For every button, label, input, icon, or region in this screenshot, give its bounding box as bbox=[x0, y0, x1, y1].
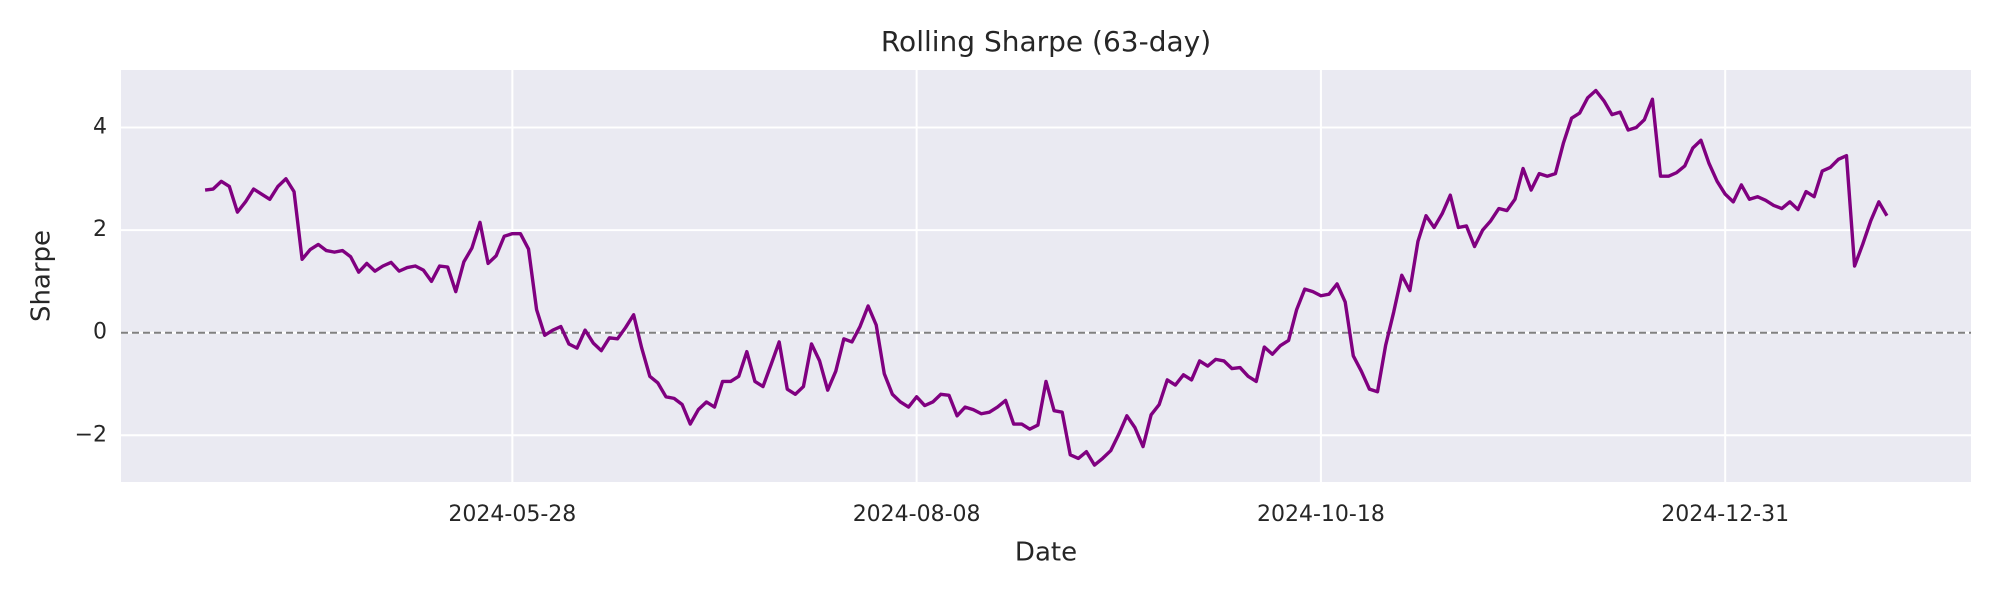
y-tick-label: 0 bbox=[93, 320, 107, 345]
x-tick-label: 2024-08-08 bbox=[853, 502, 981, 527]
x-tick-label: 2024-10-18 bbox=[1257, 502, 1385, 527]
x-axis-label: Date bbox=[1015, 538, 1077, 568]
chart-title: Rolling Sharpe (63-day) bbox=[881, 25, 1211, 58]
x-tick-label: 2024-12-31 bbox=[1661, 502, 1789, 527]
y-axis-label: Sharpe bbox=[27, 230, 57, 322]
data-line bbox=[204, 88, 1889, 467]
plot-background bbox=[121, 70, 1971, 482]
y-tick-label: −2 bbox=[75, 422, 107, 447]
y-tick-label: 4 bbox=[93, 114, 107, 139]
x-tick-label: 2024-05-28 bbox=[448, 502, 576, 527]
y-tick-label: 2 bbox=[93, 217, 107, 242]
